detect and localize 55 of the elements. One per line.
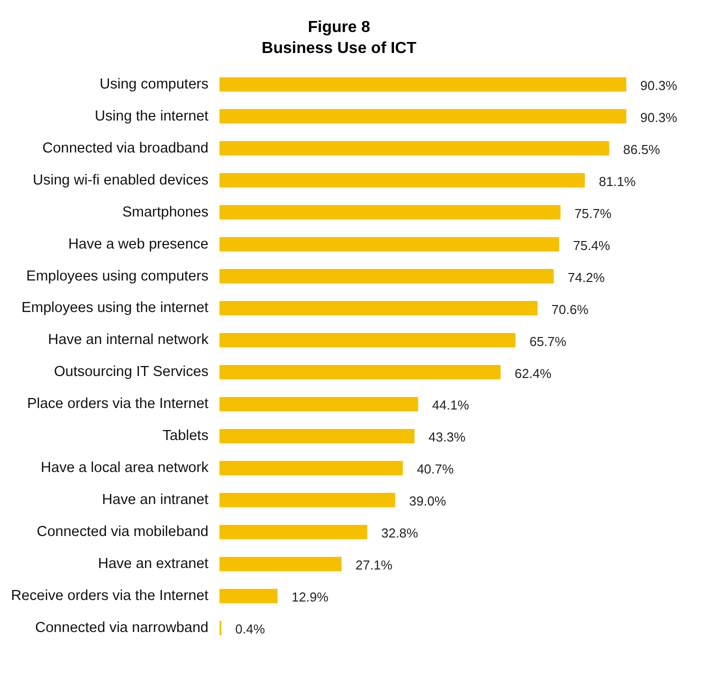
y-tick-label: Connected via mobileband [36,524,208,540]
bar [219,588,278,604]
data-label: 62.4% [514,366,552,381]
bar [219,205,561,220]
bar [219,269,554,284]
y-tick-label: Have an extranet [98,556,208,572]
data-label: 40.7% [416,462,454,477]
y-tick-label: Have a local area network [40,460,210,476]
data-label: 44.1% [432,398,470,413]
data-label: 75.4% [573,238,610,253]
y-tick-label: Using the internet [94,108,208,124]
data-label: 39.0% [409,494,446,509]
y-tick-label: Employees using computers [26,268,208,284]
data-label: 43.3% [428,430,466,445]
data-label: 81.1% [598,174,636,189]
bar [219,301,538,316]
bar [219,109,626,124]
data-label: 90.3% [640,78,678,93]
bar [219,237,560,252]
y-tick-label: Employees using the internet [21,300,208,316]
y-tick-label: Smartphones [122,204,208,220]
y-tick-label: Using wi-fi enabled devices [32,172,208,188]
y-tick-label: Connected via broadband [42,140,208,156]
data-label: 65.7% [529,334,567,349]
y-tick-label: Receive orders via the Internet [10,588,208,604]
bar [219,556,342,572]
bar [219,333,516,348]
y-tick-label: Have an intranet [102,492,208,508]
data-label: 0.4% [235,622,266,637]
y-tick-label: Using computers [100,76,208,92]
chart-subtitle: Business Use of ICT [262,40,417,58]
data-label: 90.3% [640,110,678,125]
chart-title: Figure 8 [308,19,370,36]
data-label: 70.6% [552,302,589,317]
bar [219,492,396,508]
y-tick-label: Connected via narrowband [35,620,208,636]
bar [219,428,415,444]
data-label: 32.8% [381,526,419,541]
bar [219,141,610,156]
y-tick-label: Tablets [162,428,208,444]
bar [219,396,418,412]
data-label: 86.5% [623,142,660,157]
data-label: 12.9% [292,590,329,605]
bar [219,460,403,476]
data-label: 74.2% [568,270,606,285]
y-tick-label: Outsourcing IT Services [54,364,208,380]
bar [219,524,368,540]
data-label: 75.7% [574,206,612,221]
bar [219,364,501,380]
y-tick-label: Have a web presence [68,236,208,252]
bar [219,173,585,188]
data-label: 27.1% [356,558,393,573]
y-tick-label: Have an internal network [48,332,210,348]
y-tick-label: Place orders via the Internet [27,396,208,412]
bar [219,77,626,92]
